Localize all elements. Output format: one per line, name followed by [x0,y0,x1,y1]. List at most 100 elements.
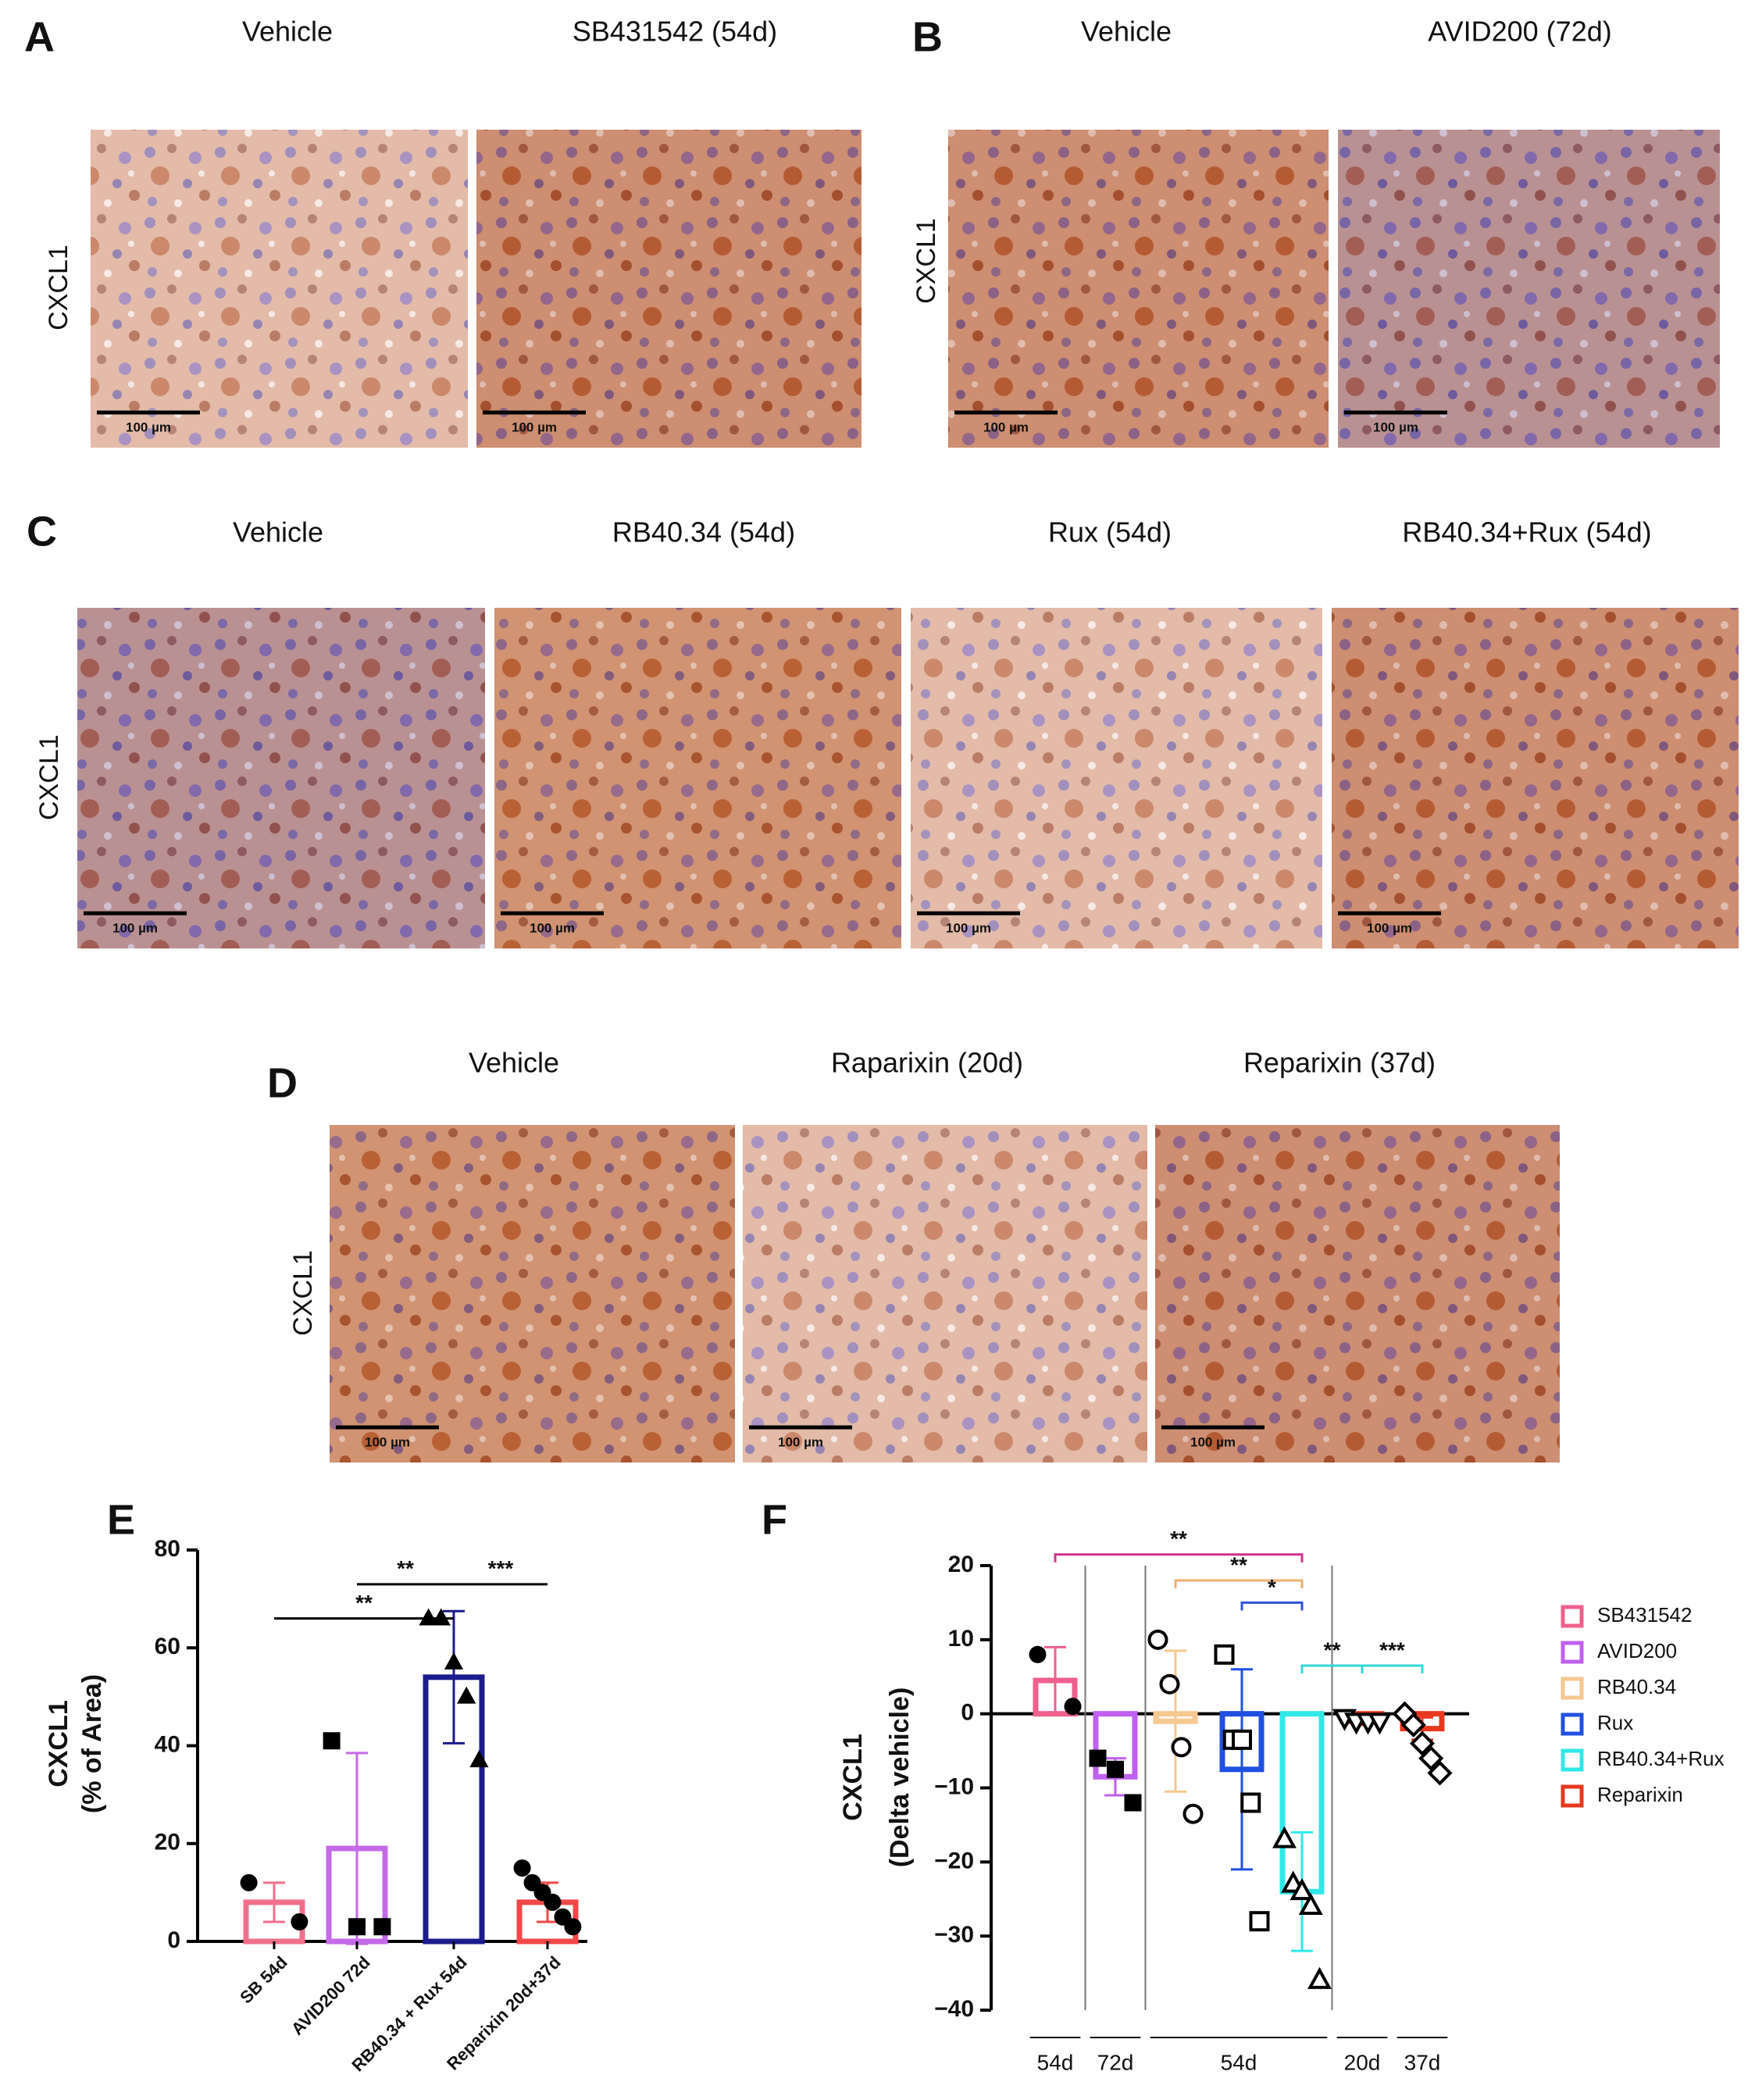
y-axis-label: CXCL1 [838,1734,868,1820]
row-label: CXCL1 [911,218,941,304]
data-point [1298,1892,1323,1916]
row-label: CXCL1 [44,245,73,330]
x-tick-label: AVID200 72d [287,1952,374,2039]
panel-letter: E [107,1496,135,1543]
significance-label: *** [488,1556,514,1580]
data-point [240,1873,258,1891]
x-tick-label: SB 54d [236,1952,291,2007]
data-point [419,1608,438,1626]
micrograph [1332,608,1739,948]
data-point [1171,1737,1192,1758]
micrograph-tint [330,1125,735,1462]
data-point [1400,1712,1426,1738]
scale-label: 100 µm [365,1434,410,1449]
y-axis-label: CXCL1 [44,1700,73,1787]
legend-label: RB40.34+Rux [1597,1747,1725,1770]
scale-label: 100 µm [983,420,1029,434]
image-title: SB431542 (54d) [573,16,777,48]
micrograph [494,608,901,948]
micrograph [911,608,1322,948]
data-point [1409,1730,1436,1756]
y-tick-label: −30 [934,1922,974,1948]
y-tick-label: 0 [961,1700,974,1726]
data-point [564,1918,582,1936]
micrograph [1338,130,1720,448]
micrograph-tint [1155,1125,1560,1462]
data-point [444,1652,464,1670]
significance-label: ** [397,1556,414,1580]
micrograph-tint [494,608,901,948]
micrograph [1155,1125,1560,1462]
scale-label: 100 µm [1190,1434,1236,1449]
micrograph-tint [476,130,861,448]
image-title: Rux (54d) [1048,516,1172,548]
y-tick-label: 80 [155,1536,180,1562]
panel-letter: A [24,13,55,60]
legend-label: RB40.34 [1597,1675,1676,1698]
data-point [1147,1629,1168,1650]
image-title: AVID200 (72d) [1428,16,1611,48]
scale-label: 100 µm [112,920,158,935]
data-point [1182,1803,1204,1824]
significance-label: ** [1230,1552,1247,1577]
y-tick-label: −20 [934,1848,974,1873]
data-point [1124,1794,1142,1812]
data-point [1249,1911,1270,1932]
significance-bracket [1361,1664,1424,1674]
data-point [1064,1698,1082,1716]
data-point [1232,1729,1252,1750]
y-tick-label: 0 [167,1927,180,1953]
row-label: CXCL1 [288,1250,318,1336]
data-point [1427,1760,1453,1786]
legend-label: SB431542 [1597,1603,1692,1627]
scale-label: 100 µm [946,920,991,935]
y-tick-label: −40 [934,1996,974,2022]
legend-swatch [1561,1784,1584,1808]
group-label: 20d [1344,2050,1381,2074]
image-title: Reparixin (37d) [1243,1047,1436,1079]
image-title: RB40.34+Rux (54d) [1402,516,1651,548]
micrograph-tint [911,608,1322,948]
scale-label: 100 µm [512,420,557,434]
data-point [457,1686,476,1704]
legend-swatch [1561,1605,1584,1628]
data-point [1418,1745,1444,1771]
micrograph-tint [91,130,468,448]
significance-label: ** [355,1591,373,1615]
scale-label: 100 µm [126,420,171,434]
legend-label: AVID200 [1597,1639,1677,1662]
image-title: Vehicle [233,516,323,548]
data-point [431,1608,451,1626]
y-axis-label: (Delta vehicle) [885,1688,915,1868]
significance-bracket [1054,1553,1304,1562]
micrograph-tint [77,608,485,948]
micrograph [743,1125,1147,1462]
data-point [348,1918,366,1936]
panel-letter: D [267,1059,298,1106]
data-point [1214,1644,1235,1665]
legend-swatch [1561,1641,1584,1664]
data-point [373,1918,391,1936]
significance-label: * [1268,1575,1276,1599]
micrograph [948,130,1329,448]
data-point [1107,1760,1124,1778]
significance-label: *** [1379,1638,1405,1662]
micrograph-tint [948,130,1329,448]
y-tick-label: 20 [155,1830,180,1855]
significance-label: ** [1170,1527,1187,1551]
group-label: 72d [1097,2050,1134,2074]
micrograph [330,1125,735,1462]
group-label: 54d [1221,2050,1257,2074]
micrograph-tint [1332,608,1739,948]
data-point [1159,1673,1180,1695]
data-point [291,1912,309,1930]
data-point [1368,1712,1392,1735]
scale-label: 100 µm [1367,920,1412,935]
y-tick-label: 20 [948,1552,974,1577]
image-title: Vehicle [242,16,333,48]
image-title: Raparixin (20d) [831,1047,1023,1079]
data-point [469,1750,489,1768]
y-axis-label: (% of Area) [77,1674,107,1813]
group-label: 54d [1037,2050,1074,2074]
panel-letter: B [912,13,943,60]
